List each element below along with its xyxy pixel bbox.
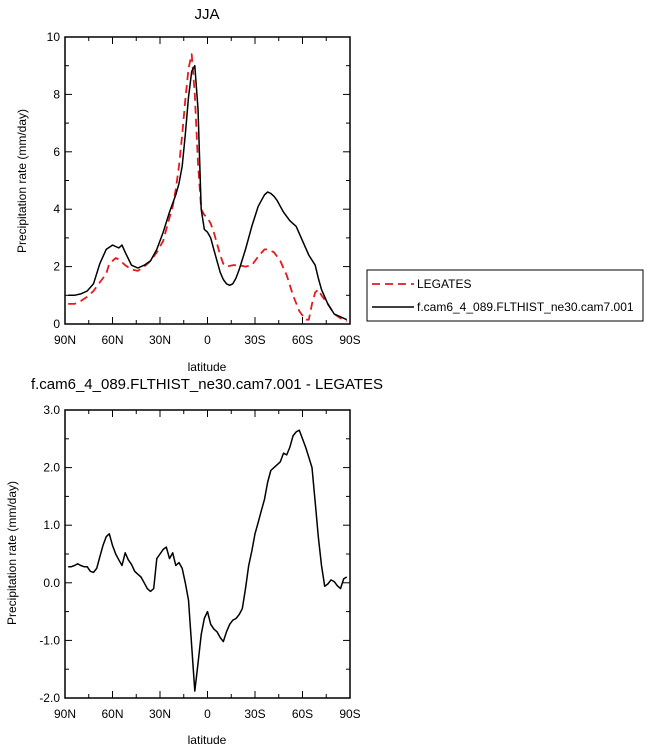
top-y-tick-label: 6 xyxy=(53,145,60,159)
bottom-x-tick-label: 0 xyxy=(204,707,211,721)
top-x-tick-label: 90N xyxy=(54,333,76,347)
bottom-x-tick-label: 90S xyxy=(339,707,360,721)
top-chart-xlabel: latitude xyxy=(188,360,227,374)
top-x-tick-label: 60S xyxy=(292,333,313,347)
top-y-tick-label: 10 xyxy=(47,30,61,44)
bottom-x-tick-label: 90N xyxy=(54,707,76,721)
legend-label-legates: LEGATES xyxy=(417,277,471,291)
bottom-x-tick-label: 30N xyxy=(149,707,171,721)
top-y-tick-label: 2 xyxy=(53,260,60,274)
bottom-y-tick-label: -1.0 xyxy=(39,633,60,647)
top-x-tick-label: 30S xyxy=(244,333,265,347)
top-x-tick-label: 60N xyxy=(101,333,123,347)
top-chart-series xyxy=(68,53,348,322)
bottom-chart-ylabel: Precipitation rate (mm/day) xyxy=(5,481,19,625)
top-x-tick-label: 30N xyxy=(149,333,171,347)
bottom-y-tick-label: 2.0 xyxy=(43,461,60,475)
top-series-line-model xyxy=(68,64,348,321)
bottom-y-tick-label: 1.0 xyxy=(43,518,60,532)
bottom-y-tick-label: 0.0 xyxy=(43,576,60,590)
bottom-x-tick-label: 30S xyxy=(244,707,265,721)
bottom-chart: f.cam6_4_089.FLTHIST_ne30.cam7.001 - LEG… xyxy=(5,376,383,747)
top-chart-ylabel: Precipitation rate (mm/day) xyxy=(15,109,29,253)
top-chart-ticks: 90N 60N 30N 0 30S 60S 90S 0 2 4 6 8 10 xyxy=(47,30,361,347)
top-series-line-legates xyxy=(68,53,348,322)
legend: LEGATES f.cam6_4_089.FLTHIST_ne30.cam7.0… xyxy=(366,269,644,322)
bottom-chart-xlabel: latitude xyxy=(188,733,227,747)
top-y-tick-label: 0 xyxy=(53,317,60,331)
bottom-chart-frame xyxy=(64,409,351,699)
top-chart-frame xyxy=(64,36,351,325)
top-y-tick-label: 8 xyxy=(53,87,60,101)
bottom-y-tick-label: 3.0 xyxy=(43,403,60,417)
bottom-x-tick-label: 60S xyxy=(292,707,313,721)
top-y-tick-label: 4 xyxy=(53,202,60,216)
top-x-tick-label: 90S xyxy=(339,333,360,347)
bottom-series-line-model xyxy=(68,429,348,692)
top-x-tick-label: 0 xyxy=(204,333,211,347)
bottom-x-tick-label: 60N xyxy=(101,707,123,721)
legend-label-model: f.cam6_4_089.FLTHIST_ne30.cam7.001 xyxy=(417,300,634,314)
bottom-y-tick-label: -2.0 xyxy=(39,691,60,705)
legend-box xyxy=(366,269,644,322)
bottom-chart-series xyxy=(68,429,348,692)
top-chart-title: JJA xyxy=(194,6,219,23)
bottom-chart-ticks: 90N 60N 30N 0 30S 60S 90S -2.0 -1.0 0.0 1.0 2.0 3.0 xyxy=(39,403,360,721)
top-chart: JJA Precipitation rate (mm/day) latitude… xyxy=(15,6,361,374)
bottom-chart-title: f.cam6_4_089.FLTHIST_ne30.cam7.001 - LEG… xyxy=(31,376,383,393)
